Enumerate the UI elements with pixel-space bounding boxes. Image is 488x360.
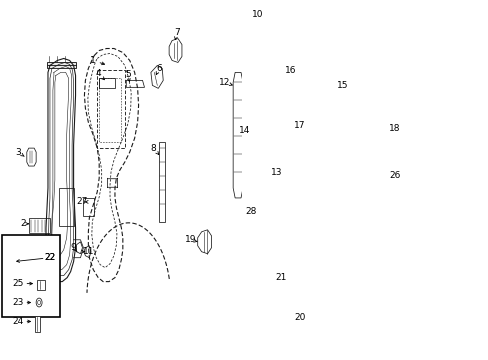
Text: 3: 3 bbox=[15, 148, 21, 157]
Bar bbox=[284, 268, 307, 296]
Bar bbox=[2, 235, 60, 317]
Text: 5: 5 bbox=[124, 70, 130, 79]
Bar bbox=[37, 280, 45, 289]
Bar bbox=[282, 270, 309, 302]
Polygon shape bbox=[27, 148, 36, 166]
Polygon shape bbox=[260, 15, 280, 53]
Text: 4: 4 bbox=[95, 69, 101, 78]
Bar bbox=[35, 316, 40, 332]
Text: 6: 6 bbox=[156, 64, 162, 73]
Polygon shape bbox=[372, 142, 389, 205]
Text: 1: 1 bbox=[90, 56, 96, 65]
Text: 24: 24 bbox=[12, 317, 23, 326]
Polygon shape bbox=[292, 72, 306, 102]
FancyBboxPatch shape bbox=[29, 218, 50, 233]
Bar bbox=[83, 198, 94, 216]
Polygon shape bbox=[300, 95, 327, 160]
Bar bbox=[159, 142, 165, 222]
Text: 19: 19 bbox=[184, 235, 196, 244]
Bar bbox=[59, 188, 73, 226]
Text: 28: 28 bbox=[244, 207, 256, 216]
Polygon shape bbox=[126, 80, 144, 87]
Text: 27: 27 bbox=[76, 197, 87, 206]
Polygon shape bbox=[99, 78, 115, 88]
Text: 13: 13 bbox=[270, 167, 282, 176]
Polygon shape bbox=[356, 88, 385, 165]
Polygon shape bbox=[305, 100, 324, 152]
Text: 26: 26 bbox=[388, 171, 400, 180]
Text: 17: 17 bbox=[294, 121, 305, 130]
Bar bbox=[324, 82, 335, 92]
Bar bbox=[47, 62, 76, 68]
Polygon shape bbox=[77, 242, 82, 254]
Text: 7: 7 bbox=[174, 28, 180, 37]
FancyBboxPatch shape bbox=[107, 178, 117, 188]
Polygon shape bbox=[151, 66, 163, 88]
Bar bbox=[252, 125, 257, 215]
Text: 18: 18 bbox=[388, 124, 400, 133]
Text: 21: 21 bbox=[275, 273, 286, 282]
Text: 2: 2 bbox=[20, 219, 26, 228]
Text: 20: 20 bbox=[294, 313, 305, 322]
Text: 8: 8 bbox=[150, 144, 156, 153]
Polygon shape bbox=[197, 230, 211, 254]
Circle shape bbox=[38, 300, 41, 305]
Text: 22: 22 bbox=[44, 253, 56, 262]
Text: 10: 10 bbox=[251, 10, 263, 19]
Text: 22: 22 bbox=[44, 253, 56, 262]
Text: 12: 12 bbox=[219, 78, 230, 87]
Text: 16: 16 bbox=[284, 66, 295, 75]
Bar bbox=[260, 210, 269, 226]
Text: 11: 11 bbox=[82, 247, 94, 256]
Text: 15: 15 bbox=[337, 81, 348, 90]
Polygon shape bbox=[280, 162, 297, 200]
Text: 23: 23 bbox=[12, 298, 23, 307]
Text: 9: 9 bbox=[71, 243, 76, 252]
Polygon shape bbox=[233, 72, 243, 198]
Circle shape bbox=[36, 298, 42, 307]
FancyBboxPatch shape bbox=[300, 307, 329, 328]
Polygon shape bbox=[84, 246, 91, 258]
Polygon shape bbox=[169, 39, 182, 62]
Text: 25: 25 bbox=[12, 279, 23, 288]
Text: 14: 14 bbox=[238, 126, 250, 135]
